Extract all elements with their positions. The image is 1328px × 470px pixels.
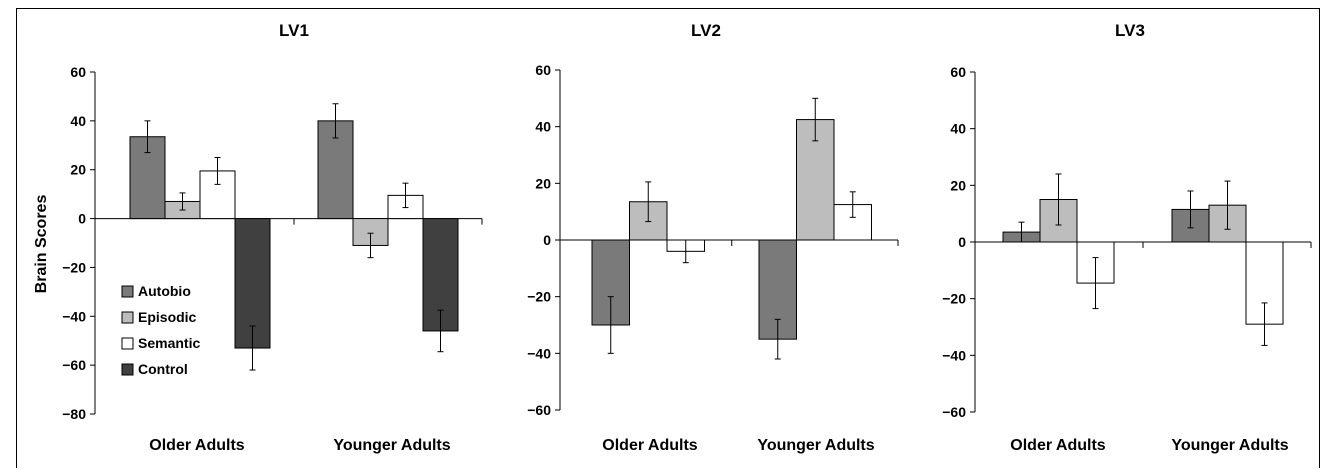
lv3-y-tick-label: 60: [950, 64, 966, 80]
lv3-y-tick-label: 20: [950, 177, 966, 193]
lv3-y-tick-label: 40: [950, 121, 966, 137]
figure-frame: [16, 8, 1320, 468]
lv3-category-label: Older Adults: [1010, 437, 1106, 454]
lv3-category-label: Younger Adults: [1171, 437, 1288, 454]
y-axis-label: Brain Scores: [33, 195, 50, 294]
legend-label-control: Control: [138, 361, 188, 377]
lv2-y-tick-label: 20: [535, 175, 551, 191]
lv3-y-tick-label: 0: [958, 234, 966, 250]
lv1-y-tick-label: 20: [70, 162, 86, 178]
lv2-y-tick-label: −20: [527, 289, 551, 305]
legend-swatch-control: [121, 363, 134, 376]
lv2-category-label: Younger Adults: [757, 437, 874, 454]
lv2-title: LV2: [691, 21, 721, 40]
lv1-y-tick-label: −20: [62, 259, 86, 275]
lv1-title: LV1: [279, 21, 309, 40]
lv1-y-tick-label: −40: [62, 308, 86, 324]
lv1-y-tick-label: 40: [70, 113, 86, 129]
lv3-y-tick-label: −20: [942, 291, 966, 307]
lv1-y-tick-label: −80: [62, 406, 86, 422]
legend-swatch-semantic: [121, 337, 134, 350]
lv3-y-tick-label: −60: [942, 404, 966, 420]
lv3-title: LV3: [1115, 21, 1145, 40]
lv1-y-tick-label: 60: [70, 64, 86, 80]
legend-swatch-episodic: [121, 311, 134, 324]
lv1-category-label: Older Adults: [149, 437, 245, 454]
lv2-y-tick-label: 0: [543, 232, 551, 248]
legend-swatch-autobio: [121, 285, 134, 298]
legend-label-semantic: Semantic: [138, 335, 200, 351]
lv1-y-tick-label: −60: [62, 357, 86, 373]
lv2-y-tick-label: 60: [535, 62, 551, 78]
lv1-y-tick-label: 0: [78, 211, 86, 227]
lv1-category-label: Younger Adults: [333, 437, 450, 454]
legend-label-episodic: Episodic: [138, 309, 197, 325]
lv2-category-label: Older Adults: [602, 437, 698, 454]
legend-label-autobio: Autobio: [138, 283, 191, 299]
lv2-y-tick-label: 40: [535, 119, 551, 135]
lv2-y-tick-label: −60: [527, 402, 551, 418]
lv1-bar-autobio-older: [129, 136, 166, 220]
lv2-y-tick-label: −40: [527, 345, 551, 361]
lv3-y-tick-label: −40: [942, 347, 966, 363]
